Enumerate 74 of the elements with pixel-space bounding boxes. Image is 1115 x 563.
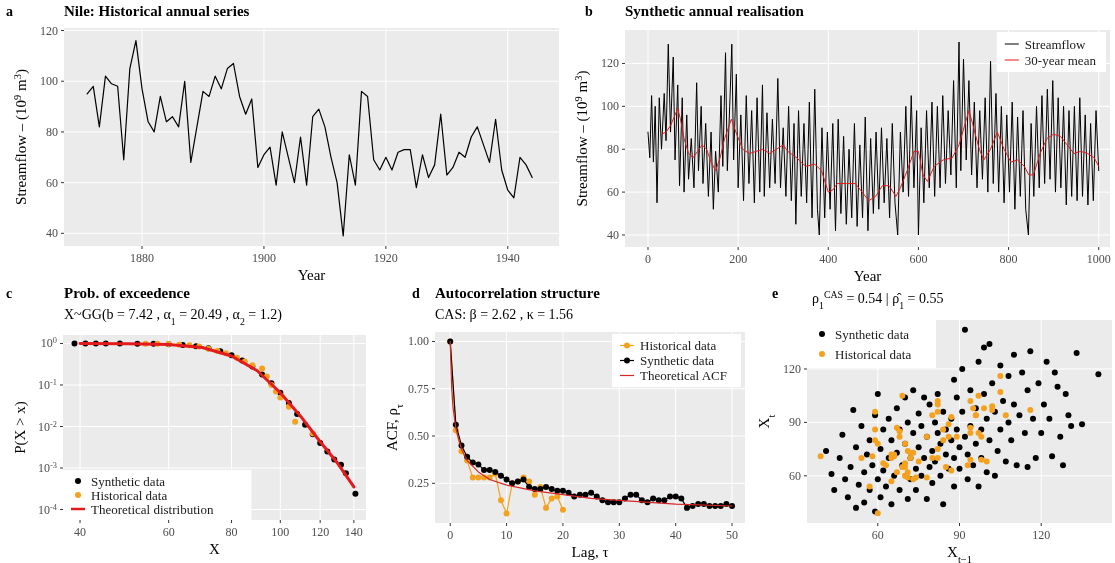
- x-tick-label: 100: [271, 525, 290, 539]
- text: b: [585, 4, 593, 19]
- y-tick-label: 90: [789, 415, 801, 430]
- text: e: [772, 286, 779, 301]
- y-tick-label: 60: [607, 185, 619, 200]
- x-tick-label: 400: [819, 252, 838, 266]
- y-tick-label: 100: [601, 99, 619, 114]
- y-tick-label: 120: [783, 361, 801, 376]
- x-tick-label: 40: [74, 525, 87, 539]
- y-tick-label: 0.75: [408, 381, 429, 396]
- text: a: [6, 4, 13, 19]
- x-tick-label: 140: [344, 525, 363, 539]
- chart-title: Autocorrelation structure: [435, 285, 601, 301]
- legend-label: Historical data: [640, 338, 717, 353]
- y-tick-label: 1.00: [408, 334, 429, 349]
- x-tick-label: 600: [909, 252, 928, 266]
- legend-label: Synthetic data: [835, 326, 910, 342]
- y-tick-label: 40: [46, 226, 58, 241]
- y-tick-label: 10$^{-4}$: [38, 502, 58, 517]
- x-tick-label: 120: [1032, 528, 1051, 542]
- legend-label: Theoretical ACF: [640, 368, 728, 383]
- x-tick-label: 40: [669, 528, 682, 542]
- y-tick-label: 10$^{-1}$: [38, 377, 57, 392]
- x-tick-label: 20: [556, 528, 569, 542]
- chart-title: Nile: Historical annual series: [64, 3, 250, 19]
- y-tick-label: 10$^{-2}$: [38, 419, 57, 434]
- x-tick-label: 800: [999, 252, 1018, 266]
- chart-subtitle: CAS: β = 2.62 , κ = 1.56: [435, 307, 574, 322]
- x-axis-title: X$_{t−1}$: [947, 544, 972, 563]
- legend-label: Synthetic data: [640, 353, 715, 368]
- chart-title: Prob. of exceedence: [64, 285, 191, 301]
- text: c: [6, 286, 13, 301]
- y-tick-label: 100: [40, 74, 58, 89]
- x-tick-label: 50: [726, 528, 739, 542]
- x-tick-label: 80: [225, 525, 238, 539]
- y-tick-label: 80: [46, 124, 58, 139]
- x-tick-label: 60: [871, 528, 884, 542]
- chart-title: Synthetic annual realisation: [625, 3, 805, 19]
- x-axis-title: Year: [297, 267, 326, 283]
- legend-label: Streamflow: [1024, 36, 1087, 52]
- x-tick-label: 1920: [373, 251, 398, 265]
- x-tick-label: 60: [162, 525, 175, 539]
- x-tick-label: 90: [953, 528, 966, 542]
- x-tick-label: 1000: [1086, 252, 1111, 266]
- y-tick-label: 0.25: [408, 476, 429, 491]
- x-axis-title: X: [209, 541, 221, 557]
- y-tick-label: 120: [40, 23, 58, 38]
- x-tick-label: 1880: [130, 251, 155, 265]
- y-tick-label: 10$^{0}$: [40, 335, 57, 351]
- y-tick-label: 80: [607, 142, 619, 157]
- chart-subtitle: ρ$_{1}$$^{CAS}$ = 0.54 | ρ̂$_{1}$ = 0.55: [812, 288, 944, 311]
- y-tick-label: 10$^{-3}$: [38, 460, 57, 476]
- y-tick-label: 60: [789, 468, 801, 483]
- x-axis-title: Lag, τ: [571, 544, 609, 560]
- x-tick-label: 0: [447, 528, 454, 542]
- y-axis-title: P(X > x): [12, 401, 29, 454]
- y-tick-label: 0.50: [408, 429, 429, 444]
- legend-label: Historical data: [835, 346, 912, 362]
- x-tick-label: 1940: [495, 251, 520, 265]
- x-tick-label: 1900: [251, 251, 276, 265]
- x-tick-label: 200: [729, 252, 748, 266]
- y-tick-label: 120: [601, 56, 619, 71]
- legend-label: 30-year mean: [1024, 52, 1097, 68]
- legend-label: Theoretical distribution: [91, 501, 214, 517]
- y-tick-label: 40: [607, 227, 619, 242]
- legend-label: Synthetic data: [91, 473, 166, 489]
- y-tick-label: 60: [46, 175, 58, 190]
- chart-subtitle: X~GG(b = 7.42 , α$_{1}$ = 20.49 , α$_{2}$ = 1.2): [64, 307, 283, 327]
- x-tick-label: 30: [613, 528, 626, 542]
- x-axis-title: Year: [853, 268, 882, 284]
- text: d: [412, 286, 420, 301]
- x-tick-label: 10: [500, 528, 513, 542]
- x-tick-label: 120: [311, 525, 330, 539]
- x-tick-label: 0: [644, 252, 651, 266]
